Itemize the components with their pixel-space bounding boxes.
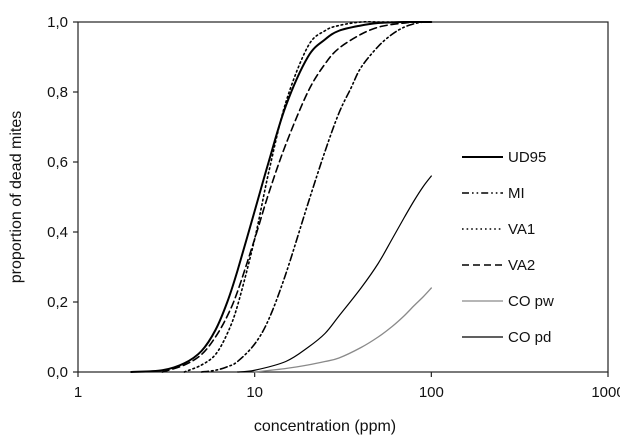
y-tick-label: 0,4 <box>47 224 68 241</box>
y-axis-title: proportion of dead mites <box>8 111 25 284</box>
legend: UD95 MI VA1 VA2 CO pw CO pd <box>462 149 554 346</box>
plot-frame <box>77 21 609 373</box>
series-line-co-pw <box>254 287 432 373</box>
y-tick-label: 0,0 <box>47 364 68 381</box>
x-tick-label: 100 <box>419 384 444 401</box>
series-line-va1 <box>183 20 393 373</box>
legend-label-ud95: UD95 <box>508 149 546 166</box>
y-tick-label: 0,8 <box>47 84 68 101</box>
legend-label-va1: VA1 <box>508 221 535 238</box>
series-line-mi <box>200 21 433 373</box>
series-lines <box>130 20 433 373</box>
legend-label-co-pd: CO pd <box>508 329 551 346</box>
legend-label-mi: MI <box>508 185 525 202</box>
x-tick-label: 1 <box>74 384 82 401</box>
x-axis-title: concentration (ppm) <box>254 418 396 435</box>
y-tick-label: 0,6 <box>47 154 68 171</box>
y-tick-label: 0,2 <box>47 294 68 311</box>
x-tick-label: 10 <box>246 384 263 401</box>
x-tick-label: 1000 <box>591 384 620 401</box>
axes: 0,0 0,2 0,4 0,6 0,8 1,0 1 10 100 1000 <box>47 14 620 401</box>
series-line-va2 <box>161 21 433 373</box>
legend-label-va2: VA2 <box>508 257 535 274</box>
series-line-co-pd <box>236 175 432 373</box>
plot-area <box>77 21 609 373</box>
y-tick-label: 1,0 <box>47 14 68 31</box>
legend-label-co-pw: CO pw <box>508 293 554 310</box>
